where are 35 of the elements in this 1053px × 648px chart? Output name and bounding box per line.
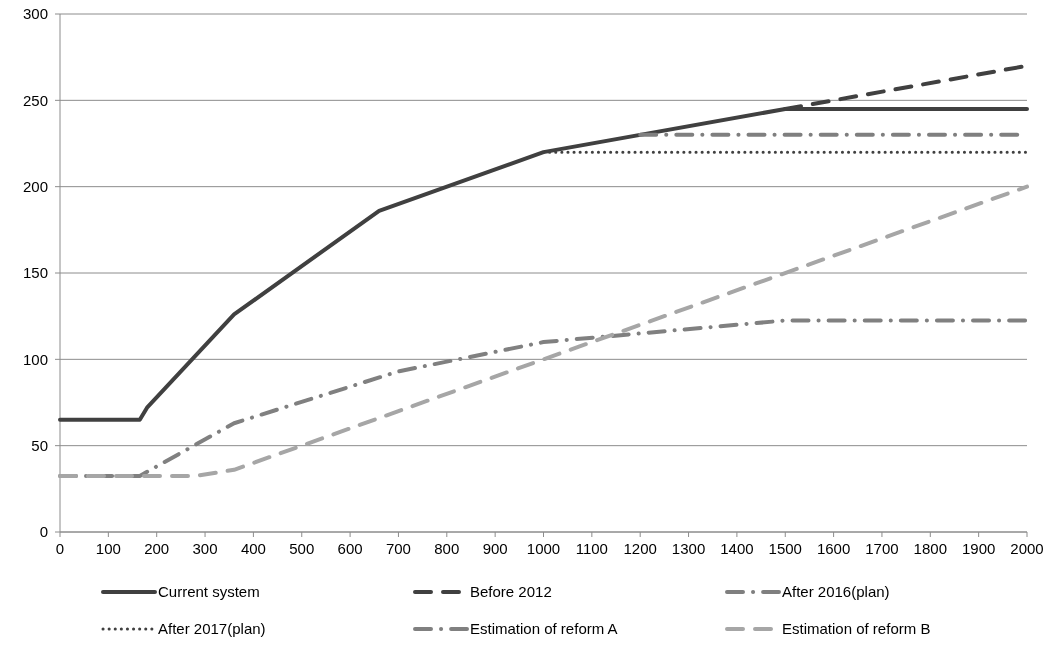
x-tick-label: 300 xyxy=(192,540,218,557)
x-tick-label: 600 xyxy=(337,540,363,557)
x-tick-label: 1700 xyxy=(865,540,899,557)
y-tick-label: 0 xyxy=(39,523,48,541)
legend-label: After 2016(plan) xyxy=(782,583,890,601)
y-tick-label: 250 xyxy=(22,91,48,109)
x-tick-label: 800 xyxy=(434,540,460,557)
x-tick-label: 1000 xyxy=(526,540,561,557)
x-tick-label: 1100 xyxy=(575,540,608,557)
x-tick-label: 100 xyxy=(95,540,121,557)
y-tick-label: 50 xyxy=(31,436,48,454)
x-tick-label: 200 xyxy=(144,540,170,557)
x-tick-label: 1400 xyxy=(720,540,754,557)
x-tick-label: 1200 xyxy=(623,540,657,557)
x-tick-label: 0 xyxy=(55,540,65,557)
y-tick-label: 100 xyxy=(22,350,48,368)
legend-label: Current system xyxy=(158,583,260,601)
legend-label: Estimation of reform A xyxy=(470,620,618,638)
x-tick-label: 1900 xyxy=(961,540,996,557)
x-tick-label: 1500 xyxy=(768,540,802,557)
y-tick-label: 150 xyxy=(22,264,48,282)
x-tick-label: 900 xyxy=(482,540,508,557)
x-tick-label: 1800 xyxy=(913,540,947,557)
x-tick-label: 700 xyxy=(385,540,411,557)
x-tick-label: 2000 xyxy=(1010,540,1044,557)
legend-label: Estimation of reform B xyxy=(782,620,931,638)
line-series xyxy=(58,184,1029,478)
x-tick-label: 500 xyxy=(289,540,315,557)
y-tick-label: 300 xyxy=(22,5,48,23)
legend-label: Before 2012 xyxy=(470,583,552,601)
x-tick-label: 400 xyxy=(240,540,266,557)
legend-label: After 2017(plan) xyxy=(158,620,266,638)
x-tick-label: 1300 xyxy=(671,540,706,557)
y-tick-label: 200 xyxy=(22,177,48,195)
x-tick-label: 1600 xyxy=(816,540,851,557)
